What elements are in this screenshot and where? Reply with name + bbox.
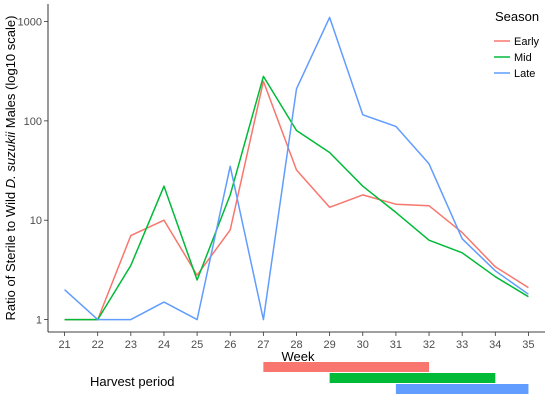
y-axis-title-species: D. suzukii (3, 131, 18, 188)
harvest-bar-mid (329, 373, 496, 383)
legend-label-late: Late (514, 68, 535, 80)
x-tick-label: 23 (125, 339, 137, 351)
harvest-bar-early (263, 362, 430, 372)
series-line-early (64, 80, 529, 321)
x-tick-label: 33 (456, 339, 468, 351)
x-tick-label: 30 (357, 339, 369, 351)
x-axis: 21 22 23 24 25 26 27 28 29 30 31 32 33 34 35 (58, 332, 535, 351)
y-tick-label: 1 (36, 315, 42, 327)
y-axis: 1 10 100 1000 (18, 16, 48, 327)
series-layer (64, 16, 529, 321)
x-tick-label: 32 (423, 339, 435, 351)
x-axis-title: Week (282, 349, 315, 364)
y-axis-title-suffix: Males (log10 scale) (3, 16, 18, 132)
y-tick-label: 100 (24, 116, 42, 128)
y-axis-title-prefix: Ratio of Sterile to Wild (3, 188, 18, 320)
legend-label-early: Early (514, 36, 540, 48)
harvest-bars (263, 362, 529, 394)
y-tick-label: 10 (30, 215, 42, 227)
legend-title: Season (495, 9, 539, 24)
x-tick-label: 27 (257, 339, 269, 351)
x-tick-label: 26 (224, 339, 236, 351)
legend: Season Early Mid Late (494, 9, 540, 80)
x-tick-label: 24 (158, 339, 170, 351)
harvest-period-label: Harvest period (90, 374, 175, 389)
x-tick-label: 29 (324, 339, 336, 351)
x-tick-label: 28 (290, 339, 302, 351)
series-line-mid (64, 75, 529, 321)
y-axis-title: Ratio of Sterile to Wild D. suzukii Male… (3, 16, 18, 321)
series-line-late (64, 16, 529, 321)
x-tick-label: 22 (92, 339, 104, 351)
harvest-bar-late (395, 384, 529, 394)
x-tick-label: 21 (58, 339, 70, 351)
x-tick-label: 25 (191, 339, 203, 351)
x-tick-label: 31 (390, 339, 402, 351)
legend-label-mid: Mid (514, 52, 532, 64)
y-tick-label: 1000 (18, 16, 42, 28)
x-tick-label: 34 (489, 339, 501, 351)
x-tick-label: 35 (522, 339, 534, 351)
